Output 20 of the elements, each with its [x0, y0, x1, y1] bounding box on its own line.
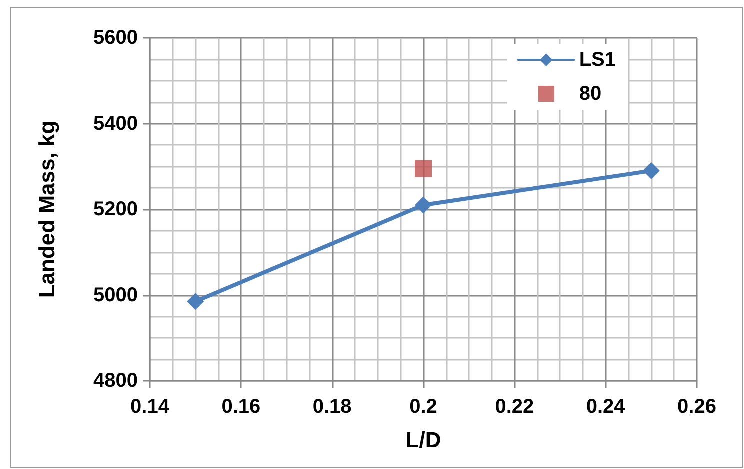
y-tick-label: 5000	[94, 284, 138, 306]
legend-label: LS1	[579, 49, 616, 71]
point	[187, 293, 204, 310]
y-tick-label: 4800	[94, 370, 138, 392]
x-tick-label: 0.18	[312, 396, 352, 418]
x-tick-label: 0.22	[495, 396, 534, 418]
x-tick-label: 0.24	[586, 396, 626, 418]
legend-label: 80	[579, 83, 602, 105]
x-axis-title: L/D	[406, 428, 442, 452]
point	[415, 196, 432, 214]
y-tick-label: 5400	[94, 112, 138, 135]
x-tick-label: 0.26	[678, 396, 716, 418]
x-tick-label: 0.14	[130, 396, 170, 418]
point	[415, 160, 432, 178]
point	[642, 162, 660, 180]
y-tick-label: 5200	[94, 198, 138, 220]
x-tick-label: 0.2	[410, 396, 438, 418]
y-axis-title: Landed Mass, kg	[34, 120, 60, 298]
y-tick-label: 5600	[94, 27, 138, 49]
x-tick-label: 0.16	[222, 396, 261, 418]
